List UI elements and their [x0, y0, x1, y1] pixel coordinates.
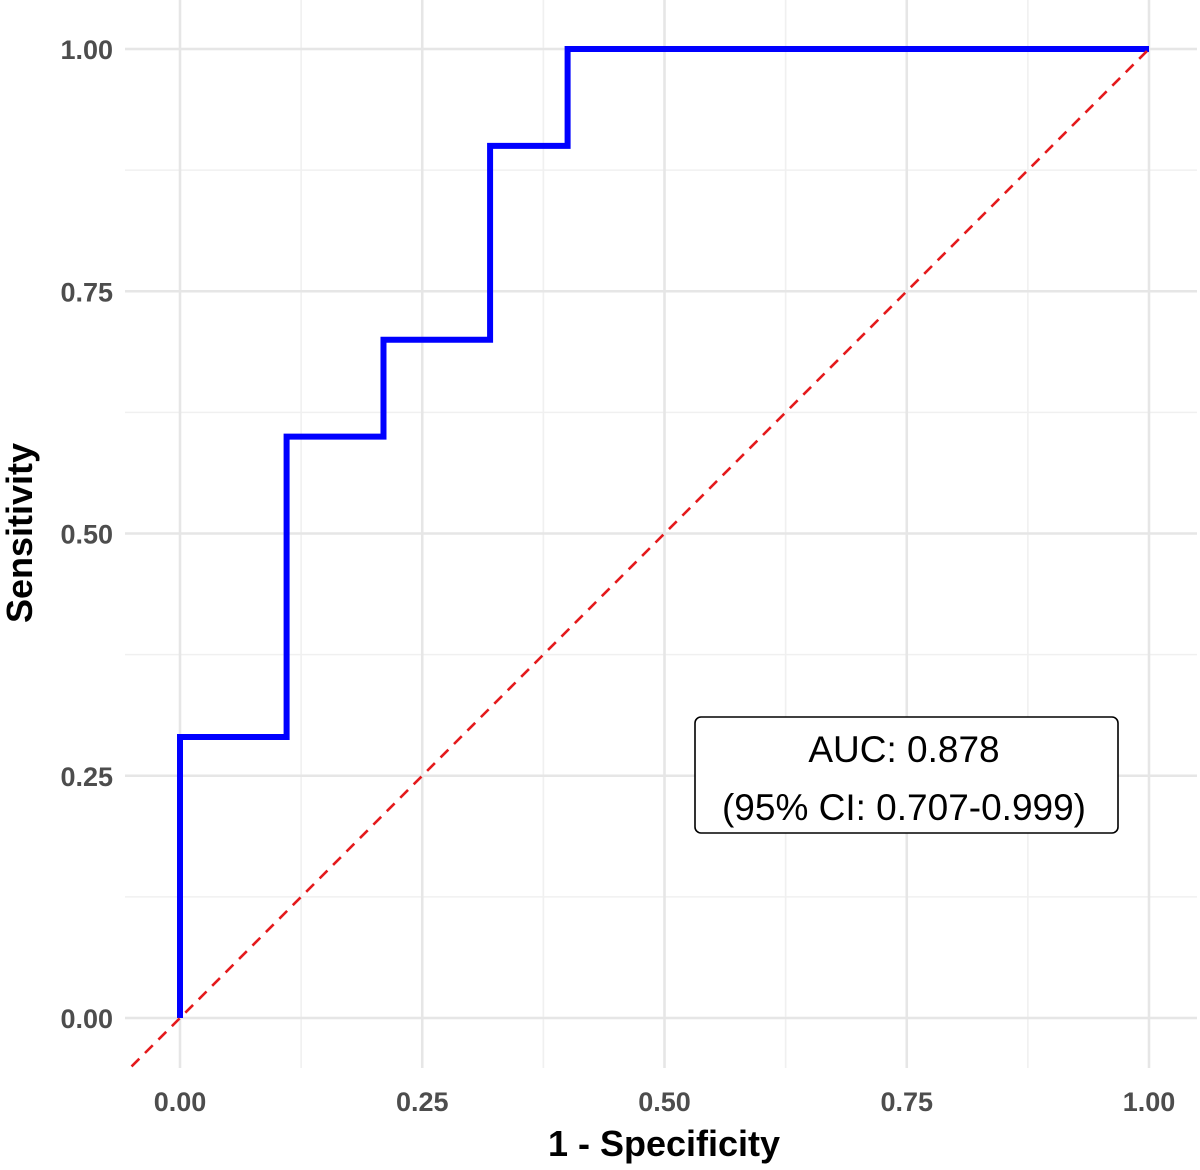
auc-value: AUC: 0.878 — [808, 729, 999, 770]
x-axis-title: 1 - Specificity — [548, 1123, 780, 1164]
annotation-box — [694, 716, 1119, 834]
auc-ci: (95% CI: 0.707-0.999) — [722, 787, 1086, 828]
y-tick-label: 0.25 — [60, 762, 113, 792]
tick-labels: 0.00 0.25 0.50 0.75 1.00 0.00 0.25 0.50 0.75 1.00 — [60, 35, 1175, 1117]
y-axis-title: Sensitivity — [0, 443, 40, 623]
x-tick-label: 0.00 — [154, 1087, 207, 1117]
y-tick-label: 0.50 — [60, 520, 113, 550]
reference-diagonal-line — [130, 48, 1150, 1068]
x-tick-label: 0.25 — [396, 1087, 449, 1117]
y-tick-label: 0.00 — [60, 1004, 113, 1034]
x-tick-label: 0.50 — [638, 1087, 691, 1117]
y-tick-label: 0.75 — [60, 277, 113, 307]
auc-annotation: AUC: 0.878 (95% CI: 0.707-0.999) — [694, 716, 1119, 834]
plot-area — [130, 46, 1150, 1068]
x-tick-label: 0.75 — [880, 1087, 933, 1117]
y-tick-label: 1.00 — [60, 35, 113, 65]
roc-curve-line — [177, 46, 1149, 1018]
x-tick-label: 1.00 — [1123, 1087, 1176, 1117]
